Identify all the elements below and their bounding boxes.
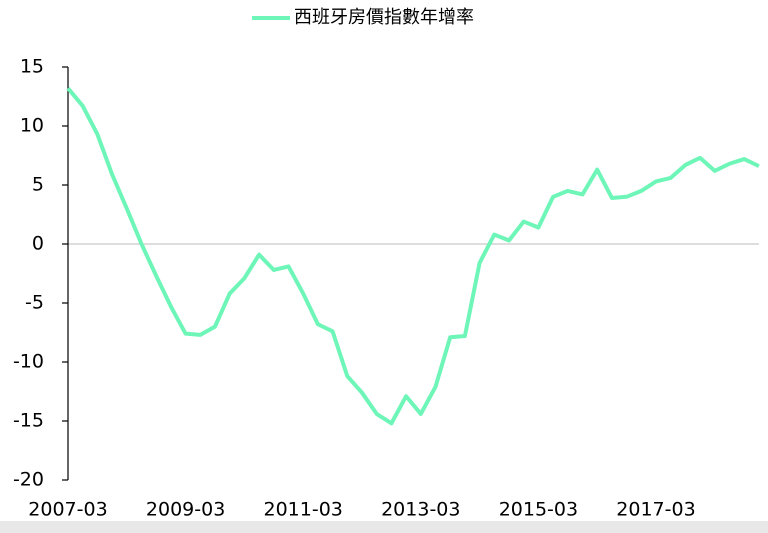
y-tick-label: -10	[13, 351, 44, 373]
y-tick-label: -20	[13, 469, 44, 491]
y-tick-label: 0	[32, 233, 44, 255]
x-tick-label: 2011-03	[264, 499, 343, 521]
y-tick-label: 15	[20, 56, 44, 78]
y-tick-label: 10	[20, 115, 44, 137]
x-tick-label: 2015-03	[499, 499, 578, 521]
y-tick-label: -5	[25, 292, 44, 314]
x-tick-label: 2009-03	[146, 499, 225, 521]
y-tick-label: 5	[32, 174, 44, 196]
bottom-bar	[0, 521, 768, 533]
data-line	[66, 86, 760, 426]
x-tick-label: 2013-03	[381, 499, 460, 521]
y-tick-label: -15	[13, 410, 44, 432]
x-tick-label: 2007-03	[28, 499, 107, 521]
x-tick-label: 2017-03	[616, 499, 695, 521]
legend-text: 西班牙房價指數年增率	[294, 7, 474, 28]
